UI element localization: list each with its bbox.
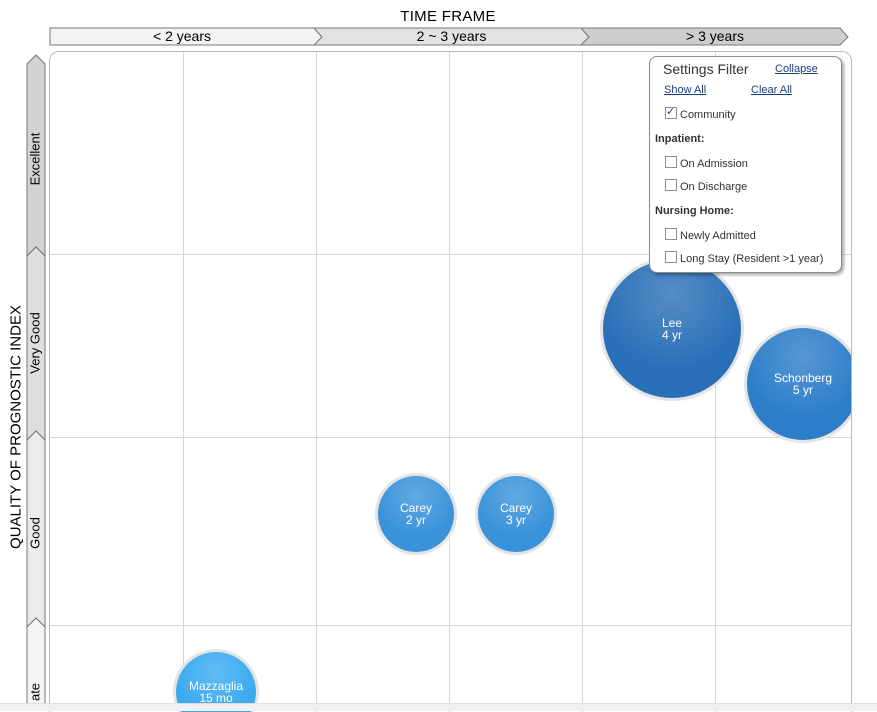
on-discharge-label: On Discharge <box>680 181 748 193</box>
time-frame-label-gt3[interactable]: > 3 years <box>686 28 744 44</box>
bubble-value: 4 yr <box>661 328 682 342</box>
quality-label-very-good[interactable]: Very Good <box>27 312 43 374</box>
collapse-link[interactable]: Collapse <box>775 63 818 75</box>
time-frame-label-2to3[interactable]: 2 ~ 3 years <box>416 28 487 44</box>
quality-label-good[interactable]: Good <box>27 517 43 549</box>
time-frame-bar <box>49 27 849 46</box>
grid-line-vertical <box>316 52 317 712</box>
bubble-value: 2 yr <box>405 513 426 527</box>
community-label: Community <box>680 109 736 121</box>
newly-admitted-checkbox[interactable] <box>665 228 677 240</box>
grid-line-vertical <box>449 52 450 712</box>
bubble-lee[interactable]: Lee 4 yr <box>603 260 741 398</box>
bubble-value: 15 mo <box>199 691 233 705</box>
horizontal-scrollbar[interactable] <box>0 703 877 711</box>
bubble-mazzaglia[interactable]: Mazzaglia 15 mo <box>176 652 256 712</box>
on-admission-label: On Admission <box>680 158 748 170</box>
time-frame-segment-gt3 <box>579 27 849 46</box>
grid-line-vertical <box>582 52 583 712</box>
settings-filter-title: Settings Filter <box>663 61 749 77</box>
bubble-value: 5 yr <box>792 383 813 397</box>
bubble-schonberg[interactable]: Schonberg 5 yr <box>747 328 851 440</box>
community-checkbox[interactable] <box>665 105 677 119</box>
show-all-link[interactable]: Show All <box>664 84 707 96</box>
inpatient-heading: Inpatient: <box>655 133 705 145</box>
bubble-name: Lee <box>661 316 683 330</box>
bubble-carey-2yr[interactable]: Carey 2 yr <box>378 476 454 552</box>
grid-line-vertical <box>183 52 184 712</box>
time-frame-label-lt2[interactable]: < 2 years <box>153 28 211 44</box>
quality-label-excellent[interactable]: Excellent <box>27 132 43 186</box>
bubble-name: Mazzaglia <box>188 679 244 693</box>
bubble-plot-area: Lee 4 yr Schonberg 5 yr Carey 2 yr Carey… <box>49 51 852 712</box>
on-admission-checkbox[interactable] <box>665 156 677 168</box>
bubble-name: Carey <box>399 501 432 515</box>
quality-segment-moderate <box>26 617 46 711</box>
grid-line-horizontal <box>50 254 851 255</box>
on-discharge-checkbox[interactable] <box>665 179 677 191</box>
bubble-carey-3yr[interactable]: Carey 3 yr <box>478 476 554 552</box>
nursing-home-heading: Nursing Home: <box>655 205 734 217</box>
grid-line-horizontal <box>50 437 851 438</box>
grid-line-horizontal <box>50 625 851 626</box>
bubble-name: Carey <box>499 501 532 515</box>
quality-label-moderate[interactable]: ate <box>27 682 43 702</box>
long-stay-label: Long Stay (Resident >1 year) <box>680 253 824 265</box>
quality-index-bar <box>26 54 46 711</box>
x-axis-title: TIME FRAME <box>400 8 496 25</box>
clear-all-link[interactable]: Clear All <box>751 84 792 96</box>
bubble-name: Schonberg <box>773 371 833 385</box>
settings-filter-panel: Settings Filter Collapse Show All Clear … <box>649 56 842 273</box>
bubble-value: 3 yr <box>505 513 526 527</box>
newly-admitted-label: Newly Admitted <box>680 230 756 242</box>
long-stay-checkbox[interactable] <box>665 251 677 263</box>
